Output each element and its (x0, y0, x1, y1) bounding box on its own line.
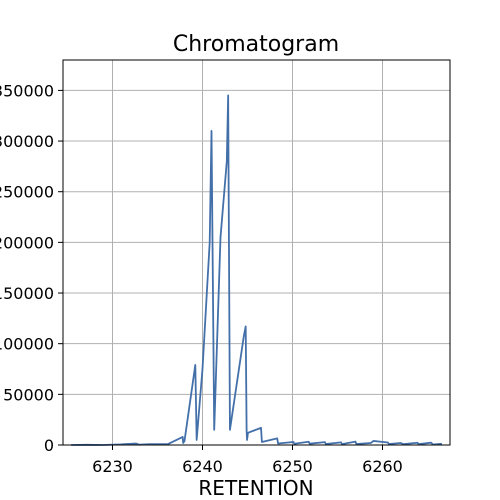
chart-title: Chromatogram (173, 32, 339, 57)
y-tick-label: 100000 (0, 335, 54, 354)
x-tick-label: 6260 (362, 457, 403, 476)
x-axis-ticks: 6230 6240 6250 6260 (92, 445, 403, 476)
y-tick-label: 50000 (3, 385, 54, 404)
x-tick-label: 6250 (272, 457, 313, 476)
y-tick-label: 250000 (0, 183, 54, 202)
series-line (71, 94, 442, 446)
x-tick-label: 6230 (92, 457, 133, 476)
grid-lines (63, 60, 450, 446)
plot-frame (62, 59, 451, 446)
series-group (71, 94, 442, 446)
y-tick-label: 150000 (0, 284, 54, 303)
x-axis-label: RETENTION (198, 476, 313, 500)
y-tick-label: 200000 (0, 233, 54, 252)
y-axis-ticks: 0 50000 100000 150000 200000 250000 300000 3500… (0, 81, 63, 455)
x-tick-label: 6240 (182, 457, 223, 476)
y-tick-label: 300000 (0, 132, 54, 151)
y-tick-label: 350000 (0, 81, 54, 100)
y-tick-label: 0 (44, 436, 54, 455)
